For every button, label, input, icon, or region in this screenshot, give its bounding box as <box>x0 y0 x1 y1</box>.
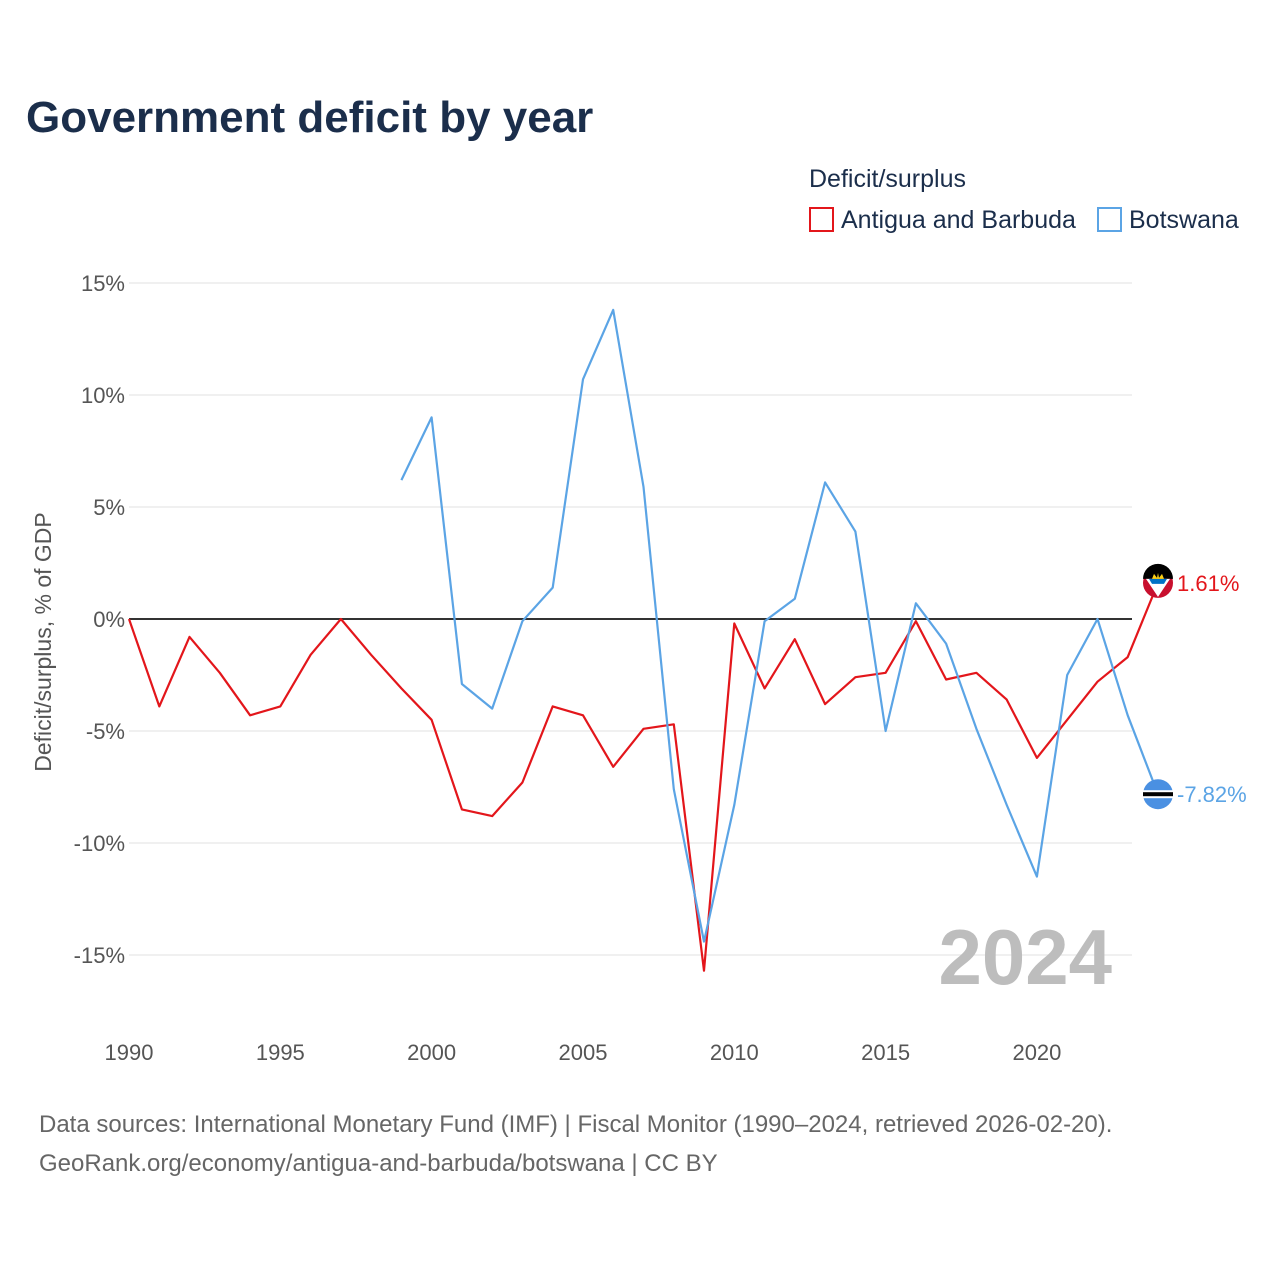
x-tick-label: 2020 <box>1012 1040 1061 1065</box>
series-line-antigua[interactable] <box>127 582 1160 972</box>
legend-swatch-botswana[interactable] <box>1097 207 1122 232</box>
legend-label-antigua[interactable]: Antigua and Barbuda <box>841 206 1076 234</box>
x-axis-ticks: 1990 1995 2000 2005 2010 2015 2020 <box>105 1040 1062 1065</box>
antigua-flag-icon <box>1143 563 1173 598</box>
legend-label-botswana[interactable]: Botswana <box>1129 206 1239 234</box>
end-value-label-antigua: 1.61% <box>1177 571 1239 596</box>
y-axis-title: Deficit/surplus, % of GDP <box>30 512 56 771</box>
x-tick-label: 1990 <box>105 1040 154 1065</box>
x-tick-label: 1995 <box>256 1040 305 1065</box>
year-watermark: 2024 <box>938 913 1112 1001</box>
y-tick-label: 0% <box>93 607 125 632</box>
y-tick-label: 5% <box>93 495 125 520</box>
legend-swatch-antigua[interactable] <box>809 207 834 232</box>
end-value-label-botswana: -7.82% <box>1177 782 1247 807</box>
y-tick-label: -5% <box>86 719 125 744</box>
botswana-flag-icon <box>1143 779 1173 810</box>
chart-title: Government deficit by year <box>26 93 593 142</box>
y-tick-label: 10% <box>81 383 125 408</box>
source-line-2: GeoRank.org/economy/antigua-and-barbuda/… <box>39 1150 718 1177</box>
grid <box>129 282 1132 956</box>
x-tick-label: 2015 <box>861 1040 910 1065</box>
x-tick-label: 2010 <box>710 1040 759 1065</box>
y-axis-ticks: 15% 10% 5% 0% -5% -10% -15% <box>74 271 125 968</box>
source-line-1: Data sources: International Monetary Fun… <box>39 1111 1112 1138</box>
legend-title: Deficit/surplus <box>809 165 966 193</box>
x-tick-label: 2000 <box>407 1040 456 1065</box>
y-tick-label: 15% <box>81 271 125 296</box>
series <box>127 308 1160 972</box>
y-tick-label: -10% <box>74 831 125 856</box>
series-line-botswana[interactable] <box>400 308 1160 943</box>
legend: Deficit/surplus Antigua and Barbuda Bots… <box>809 165 1239 234</box>
y-tick-label: -15% <box>74 943 125 968</box>
x-tick-label: 2005 <box>558 1040 607 1065</box>
